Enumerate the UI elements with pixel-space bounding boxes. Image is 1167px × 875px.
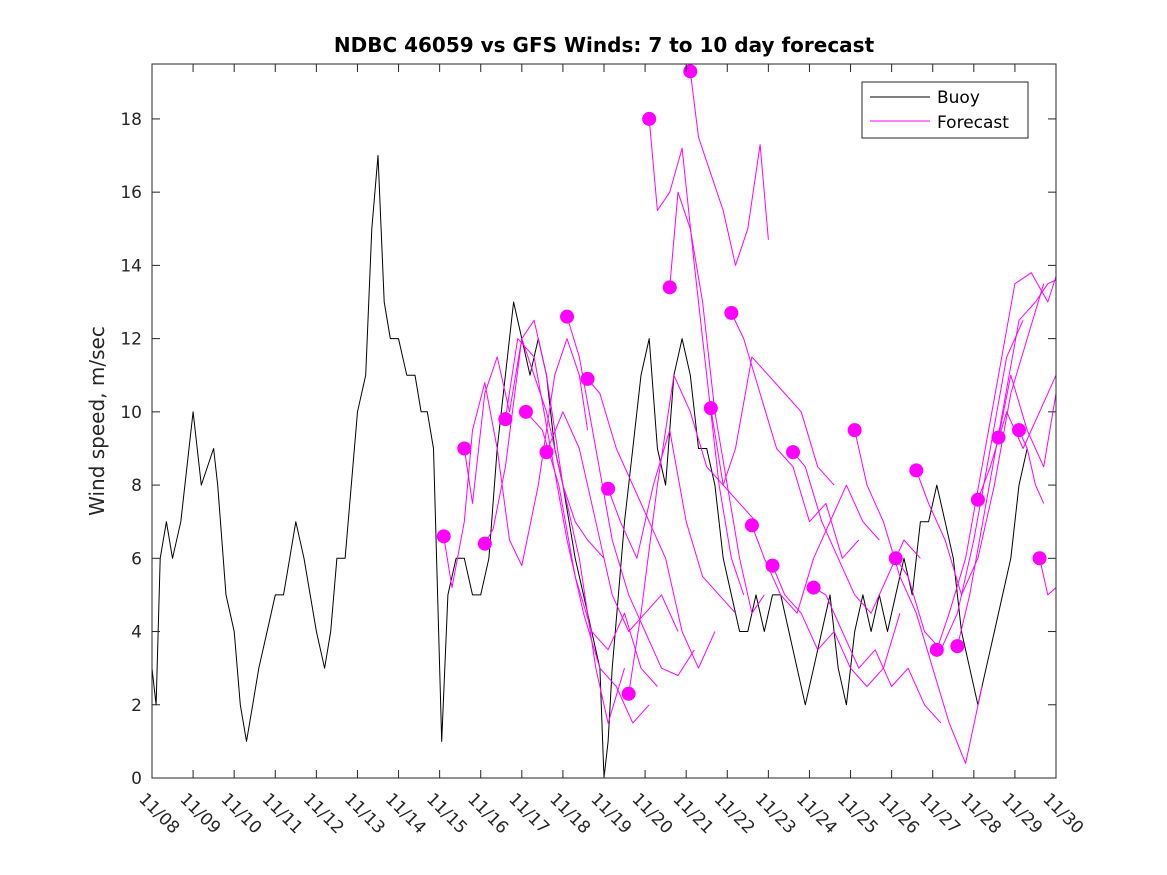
forecast-start-point (765, 558, 780, 573)
forecast-series-line (546, 411, 679, 632)
forecast-start-point (950, 639, 965, 654)
y-tick-label: 6 (131, 549, 142, 569)
forecast-start-point (806, 580, 821, 595)
y-axis-label: Wind speed, m/sec (85, 326, 109, 516)
forecast-series-line (607, 429, 736, 614)
forecast-start-point (724, 305, 739, 320)
forecast-series-line (1039, 558, 1057, 596)
legend-label-buoy: Buoy (937, 88, 980, 108)
y-tick-label: 14 (120, 256, 142, 276)
y-tick-label: 2 (131, 696, 142, 716)
forecast-start-point (970, 492, 985, 507)
legend-box (861, 81, 1029, 139)
forecast-series-line (587, 378, 716, 669)
forecast-series-line (956, 279, 1057, 647)
forecast-series-line (813, 587, 942, 724)
y-tick-label: 8 (131, 476, 142, 496)
forecast-series-line (463, 338, 605, 559)
chart-title: NDBC 46059 vs GFS Winds: 7 to 10 day for… (334, 33, 875, 57)
forecast-start-point (929, 642, 944, 657)
forecast-start-point (662, 280, 677, 295)
forecast-start-point (744, 518, 759, 533)
forecast-series-line (915, 283, 1045, 596)
forecast-series-line (854, 430, 983, 764)
forecast-series-line (689, 71, 769, 266)
forecast-series-line (1018, 429, 1045, 504)
forecast-series-line (998, 374, 1057, 468)
forecast-series-line (648, 118, 745, 596)
legend: Buoy Forecast (861, 81, 1029, 139)
forecast-start-point (1032, 551, 1047, 566)
forecast-series-line (443, 338, 589, 589)
forecast-series-line (730, 312, 860, 559)
series-layer (151, 71, 1057, 779)
forecast-start-point (539, 445, 554, 460)
forecast-start-point (683, 64, 698, 79)
forecast-start-point (457, 441, 472, 456)
forecast-start-points (436, 64, 1047, 701)
forecast-series-line (772, 565, 901, 687)
forecast-start-point (580, 371, 595, 386)
forecast-start-point (703, 401, 718, 416)
y-tick-label: 16 (120, 183, 142, 203)
forecast-start-point (601, 481, 616, 496)
forecast-series-line (628, 374, 757, 694)
forecast-series-line (484, 319, 625, 724)
forecast-series-line (566, 316, 695, 676)
y-tick-label: 12 (120, 330, 142, 350)
forecast-start-point (621, 686, 636, 701)
forecast-series-line (895, 320, 1024, 651)
legend-label-forecast: Forecast (937, 113, 1009, 133)
y-tick-label: 0 (131, 769, 142, 789)
forecast-series-line (710, 356, 835, 486)
forecast-start-point (991, 430, 1006, 445)
y-tick-label: 10 (120, 403, 142, 423)
y-tick-label: 18 (120, 110, 142, 130)
forecast-start-point (436, 529, 451, 544)
buoy-series-line (151, 155, 1028, 779)
forecast-start-point (1012, 423, 1027, 438)
y-axis: 0 2 4 6 8 10 12 14 16 18 (120, 110, 1056, 789)
forecast-start-point (518, 404, 533, 419)
forecast-start-point (847, 423, 862, 438)
plot-area (152, 64, 1056, 778)
forecast-start-point (498, 412, 513, 427)
forecast-start-point (909, 463, 924, 478)
forecast-start-point (642, 111, 657, 126)
forecast-start-point (560, 309, 575, 324)
forecast-start-point (888, 551, 903, 566)
y-tick-label: 4 (131, 623, 142, 643)
forecast-start-point (477, 536, 492, 551)
forecast-start-point (786, 445, 801, 460)
